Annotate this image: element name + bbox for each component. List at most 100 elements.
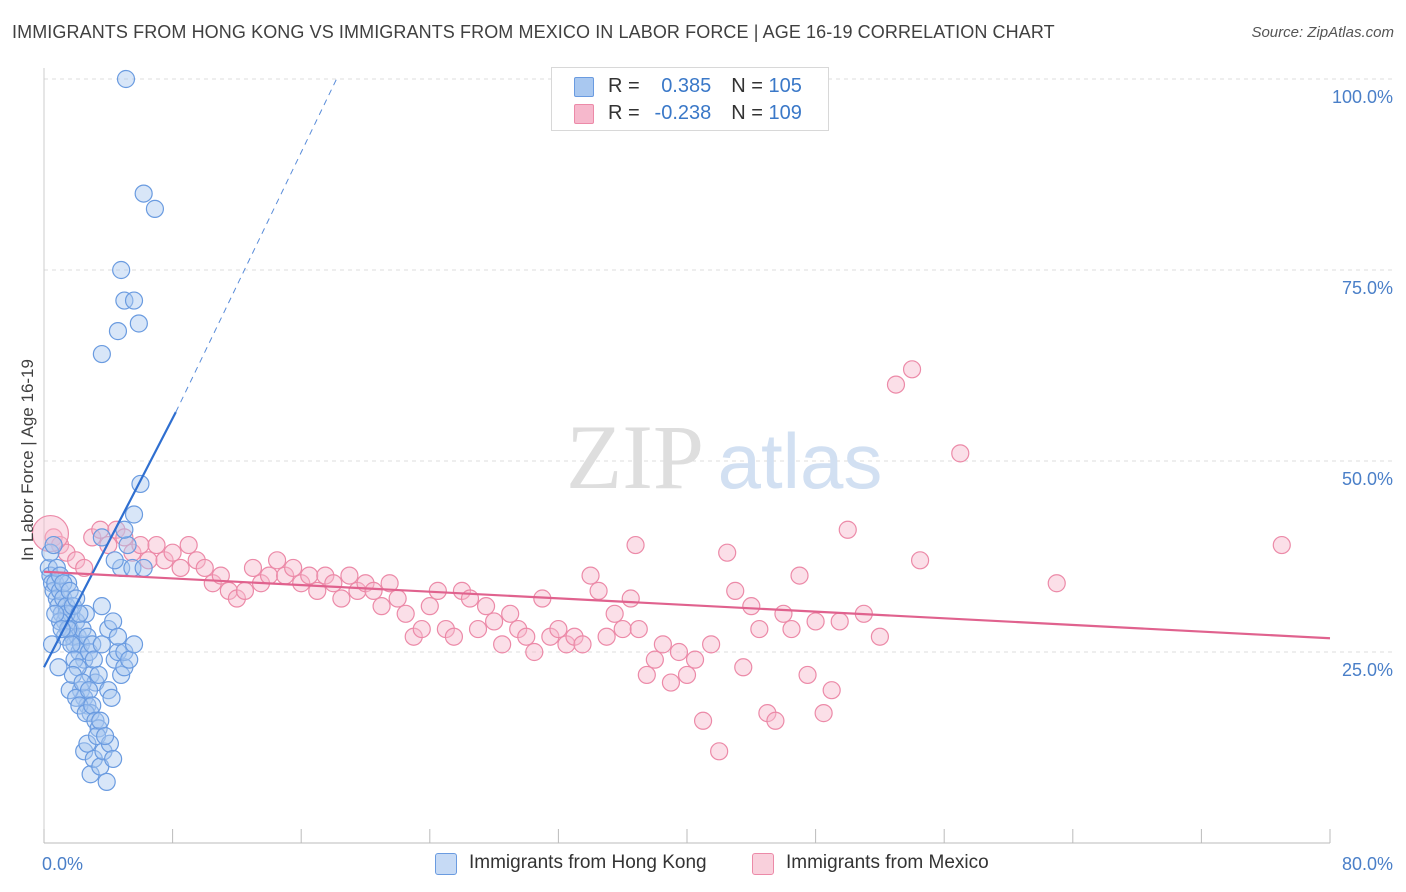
hong-kong-point bbox=[46, 604, 65, 623]
hong-kong-point bbox=[49, 658, 68, 677]
hong-kong-point bbox=[105, 551, 124, 570]
y-tick-label: 50.0% bbox=[1342, 469, 1393, 489]
y-tick-label: 100.0% bbox=[1332, 87, 1393, 107]
hong-kong-legend-icon bbox=[435, 853, 457, 875]
mexico-point bbox=[870, 627, 890, 646]
mexico-point bbox=[626, 535, 645, 555]
hong-kong-point bbox=[134, 184, 153, 203]
y-axis-label: In Labor Force | Age 16-19 bbox=[18, 359, 37, 561]
mexico-point bbox=[637, 665, 656, 685]
hong-kong-point bbox=[108, 627, 128, 646]
mexico-point bbox=[886, 375, 906, 394]
y-tick-label: 75.0% bbox=[1342, 278, 1393, 298]
mexico-point bbox=[718, 543, 737, 562]
mexico-point bbox=[284, 558, 303, 578]
mexico-points bbox=[31, 360, 1291, 761]
mexico-point bbox=[235, 581, 255, 600]
mexico-swatch-icon bbox=[574, 104, 594, 124]
grid-lines bbox=[44, 78, 1392, 653]
mexico-point bbox=[493, 635, 512, 654]
mexico-point bbox=[476, 597, 496, 616]
chart-title: IMMIGRANTS FROM HONG KONG VS IMMIGRANTS … bbox=[12, 22, 1055, 42]
hong-kong-point bbox=[134, 558, 153, 578]
hong-kong-point bbox=[91, 711, 110, 730]
mexico-point bbox=[629, 619, 648, 639]
mexico-trend-line bbox=[43, 570, 1331, 640]
hong-kong-point bbox=[102, 688, 121, 707]
hong-kong-point bbox=[54, 574, 73, 593]
mexico-point bbox=[806, 612, 825, 631]
mexico-point bbox=[388, 589, 407, 608]
hong-kong-point bbox=[104, 612, 123, 631]
hong-kong-point bbox=[83, 635, 102, 654]
mexico-point bbox=[653, 635, 672, 654]
hong-kong-point bbox=[115, 291, 134, 310]
hong-kong-point bbox=[78, 734, 97, 753]
mexico-point bbox=[902, 360, 922, 379]
hong-kong-point bbox=[73, 673, 92, 692]
mexico-point bbox=[581, 566, 600, 585]
mexico-point bbox=[372, 597, 391, 616]
mexico-point bbox=[50, 535, 70, 555]
mexico-legend-icon bbox=[752, 853, 774, 875]
mexico-point bbox=[750, 619, 769, 639]
hong-kong-point bbox=[84, 749, 103, 769]
hong-kong-swatch-icon bbox=[574, 77, 594, 97]
hong-kong-point bbox=[124, 291, 144, 310]
watermark-atlas: atlas bbox=[718, 417, 883, 505]
watermark: ZIP atlas bbox=[566, 406, 882, 508]
mexico-point bbox=[468, 619, 488, 639]
mexico-point bbox=[951, 444, 970, 463]
mexico-point bbox=[822, 681, 841, 700]
axes bbox=[43, 68, 1331, 844]
hong-kong-point bbox=[44, 535, 63, 555]
hong-kong-point bbox=[112, 260, 131, 280]
mexico-point bbox=[726, 581, 745, 600]
mexico-point bbox=[259, 566, 279, 585]
hong-kong-point bbox=[145, 199, 165, 218]
mexico-point bbox=[685, 650, 705, 669]
mexico-point bbox=[669, 642, 689, 662]
hong-kong-point bbox=[124, 505, 144, 524]
mexico-point bbox=[1272, 535, 1291, 555]
hong-kong-point bbox=[60, 581, 79, 600]
mexico-point bbox=[910, 551, 930, 570]
hong-kong-point bbox=[95, 726, 115, 746]
mexico-point bbox=[485, 612, 504, 631]
mexico-point bbox=[677, 665, 697, 685]
mexico-point bbox=[501, 604, 520, 623]
mexico-point bbox=[396, 604, 415, 623]
mexico-point bbox=[412, 619, 431, 639]
hong-kong-point bbox=[118, 535, 137, 555]
hong-kong-point bbox=[89, 719, 108, 738]
mexico-point bbox=[44, 528, 63, 547]
mexico-point bbox=[790, 566, 809, 585]
mexico-point bbox=[179, 535, 198, 555]
hong-kong-trend-line bbox=[43, 411, 177, 668]
hong-kong-point bbox=[70, 696, 89, 715]
x-tick-label: 80.0% bbox=[1342, 854, 1393, 874]
mexico-point bbox=[661, 673, 681, 692]
mexico-point bbox=[702, 635, 721, 654]
mexico-point bbox=[300, 566, 319, 585]
hong-kong-point bbox=[79, 681, 99, 700]
tick-labels: 25.0% 50.0% 75.0% 100.0% 0.0% 80.0% bbox=[42, 87, 1393, 874]
mexico-point bbox=[597, 627, 616, 646]
hong-kong-point bbox=[92, 635, 111, 654]
mexico-point bbox=[734, 658, 753, 677]
x-tick-label: 0.0% bbox=[42, 854, 83, 874]
mexico-point bbox=[525, 642, 544, 662]
mexico-point bbox=[573, 635, 592, 654]
hong-kong-point bbox=[81, 765, 100, 784]
mexico-point bbox=[171, 558, 190, 578]
mexico-point bbox=[1047, 574, 1066, 593]
hong-kong-point bbox=[108, 322, 128, 341]
mexico-point bbox=[340, 566, 359, 585]
mexico-point bbox=[147, 535, 166, 555]
mexico-point bbox=[613, 619, 632, 639]
watermark-zip: ZIP bbox=[566, 406, 704, 508]
mexico-point bbox=[517, 627, 536, 646]
mexico-point bbox=[621, 589, 640, 608]
mexico-point bbox=[91, 520, 110, 539]
